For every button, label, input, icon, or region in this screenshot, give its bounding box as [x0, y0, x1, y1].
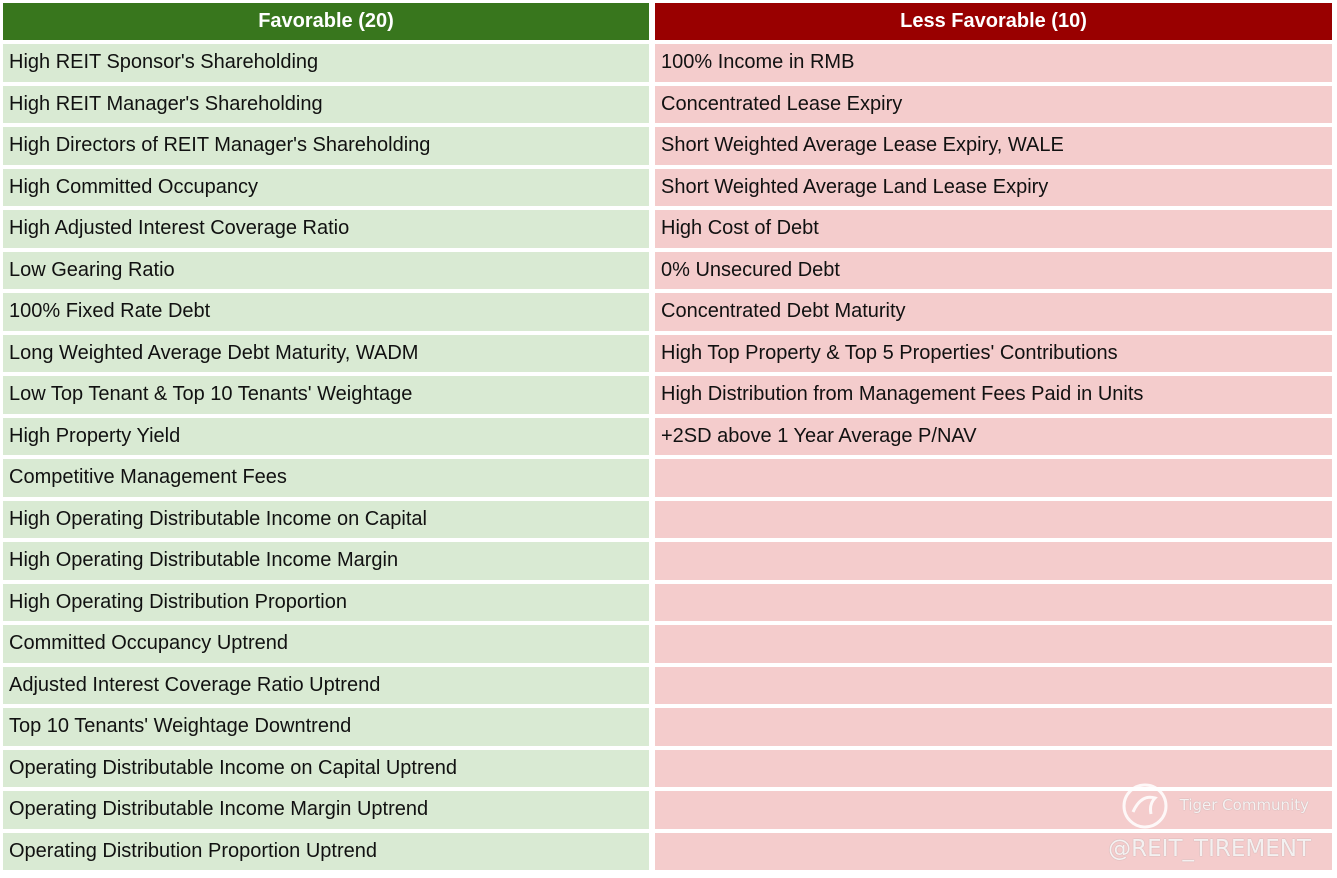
table-cell: Short Weighted Average Land Lease Expiry: [655, 168, 1332, 206]
table-cell: +2SD above 1 Year Average P/NAV: [655, 417, 1332, 455]
table-cell: High Adjusted Interest Coverage Ratio: [3, 210, 649, 248]
table-cell: High Property Yield: [3, 417, 649, 455]
table-cell: 0% Unsecured Debt: [655, 251, 1332, 289]
table-cell: [655, 832, 1332, 870]
table-cell: High Committed Occupancy: [3, 168, 649, 206]
table-cell: Concentrated Lease Expiry: [655, 85, 1332, 123]
table-cell: High Directors of REIT Manager's Shareho…: [3, 127, 649, 165]
table-cell: [655, 749, 1332, 787]
table-cell: Top 10 Tenants' Weightage Downtrend: [3, 708, 649, 746]
table-cell: [655, 459, 1332, 497]
watermark-logo: [1122, 783, 1168, 829]
header-cell: Favorable (20): [3, 3, 649, 40]
table-cell: [655, 791, 1332, 829]
table-cell: High REIT Sponsor's Shareholding: [3, 44, 649, 82]
table-cell: High Distribution from Management Fees P…: [655, 376, 1332, 414]
table-cell: High Cost of Debt: [655, 210, 1332, 248]
table-cell: Long Weighted Average Debt Maturity, WAD…: [3, 334, 649, 372]
table-cell: Low Gearing Ratio: [3, 251, 649, 289]
table-cell: Short Weighted Average Lease Expiry, WAL…: [655, 127, 1332, 165]
watermark: Tiger Community @REIT_TIREMENT: [1108, 783, 1311, 862]
table-cell: Operating Distribution Proportion Uptren…: [3, 832, 649, 870]
table-cell: High Operating Distributable Income Marg…: [3, 542, 649, 580]
table-cell: [655, 500, 1332, 538]
table-cell: Low Top Tenant & Top 10 Tenants' Weighta…: [3, 376, 649, 414]
table-cell: High Top Property & Top 5 Properties' Co…: [655, 334, 1332, 372]
table-cell: [655, 666, 1332, 704]
table-cell: [655, 708, 1332, 746]
table-cell: [655, 625, 1332, 663]
table-cell: Adjusted Interest Coverage Ratio Uptrend: [3, 666, 649, 704]
header-cell: Less Favorable (10): [655, 3, 1332, 40]
table-cell: Operating Distributable Income Margin Up…: [3, 791, 649, 829]
watermark-brand: Tiger Community: [1179, 796, 1309, 814]
table-cell: 100% Income in RMB: [655, 44, 1332, 82]
table-cell: 100% Fixed Rate Debt: [3, 293, 649, 331]
table-cell: Committed Occupancy Uptrend: [3, 625, 649, 663]
table-cell: High Operating Distribution Proportion: [3, 583, 649, 621]
watermark-handle: @REIT_TIREMENT: [1108, 836, 1311, 862]
table-cell: [655, 583, 1332, 621]
table-cell: Operating Distributable Income on Capita…: [3, 749, 649, 787]
table-cell: [655, 542, 1332, 580]
table-cell: Competitive Management Fees: [3, 459, 649, 497]
criteria-table: Favorable (20) Less Favorable (10) High …: [3, 3, 1332, 870]
table-cell: High Operating Distributable Income on C…: [3, 500, 649, 538]
table-cell: High REIT Manager's Shareholding: [3, 85, 649, 123]
table-cell: Concentrated Debt Maturity: [655, 293, 1332, 331]
